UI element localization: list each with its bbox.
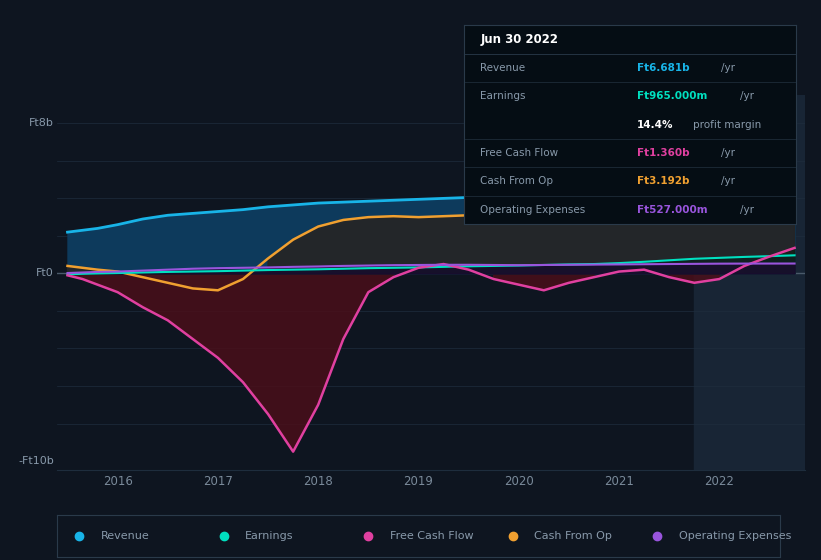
Text: Cash From Op: Cash From Op xyxy=(534,531,612,541)
Text: Revenue: Revenue xyxy=(101,531,149,541)
Text: Ft1.360b: Ft1.360b xyxy=(637,148,690,158)
Text: Operating Expenses: Operating Expenses xyxy=(480,205,585,215)
Text: Ft3.192b: Ft3.192b xyxy=(637,176,690,186)
Text: Ft0: Ft0 xyxy=(36,268,53,278)
Bar xyxy=(695,95,805,470)
Text: Earnings: Earnings xyxy=(245,531,294,541)
Text: Jun 30 2022: Jun 30 2022 xyxy=(480,33,558,46)
Text: Free Cash Flow: Free Cash Flow xyxy=(390,531,474,541)
Text: Operating Expenses: Operating Expenses xyxy=(679,531,791,541)
Text: Free Cash Flow: Free Cash Flow xyxy=(480,148,558,158)
Text: 14.4%: 14.4% xyxy=(637,120,673,129)
Text: Ft527.000m: Ft527.000m xyxy=(637,205,708,215)
Text: /yr: /yr xyxy=(721,176,736,186)
Text: /yr: /yr xyxy=(721,63,736,73)
Text: Ft8b: Ft8b xyxy=(29,118,53,128)
Text: Cash From Op: Cash From Op xyxy=(480,176,553,186)
Text: Ft6.681b: Ft6.681b xyxy=(637,63,690,73)
Text: Revenue: Revenue xyxy=(480,63,525,73)
Text: /yr: /yr xyxy=(740,205,754,215)
Text: -Ft10b: -Ft10b xyxy=(18,456,53,466)
Text: Ft965.000m: Ft965.000m xyxy=(637,91,707,101)
Text: /yr: /yr xyxy=(721,148,736,158)
Text: profit margin: profit margin xyxy=(693,120,762,129)
Text: Earnings: Earnings xyxy=(480,91,526,101)
Text: /yr: /yr xyxy=(740,91,754,101)
